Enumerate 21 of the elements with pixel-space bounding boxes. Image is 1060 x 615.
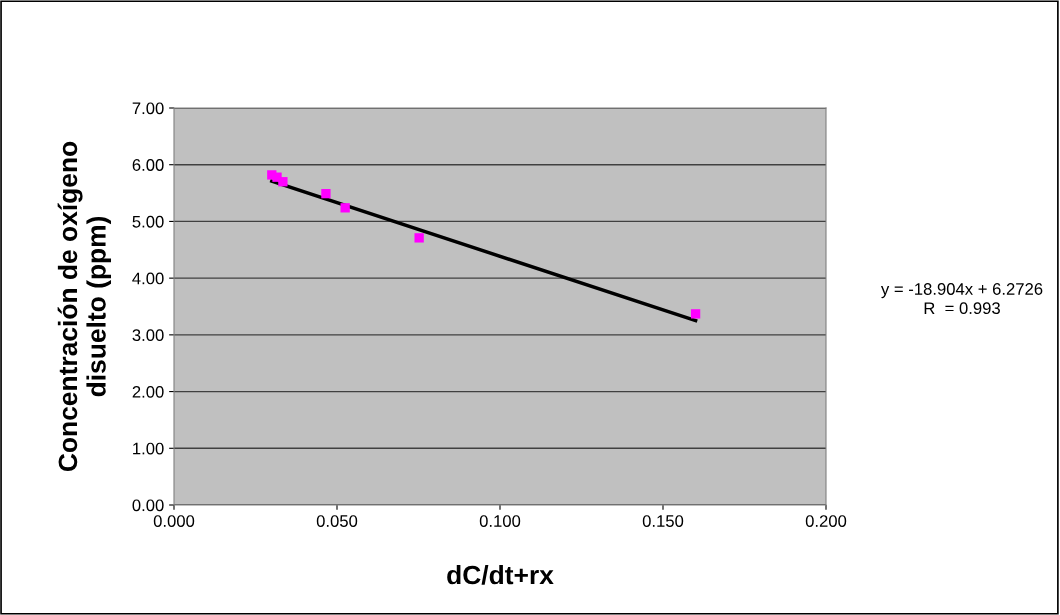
- point: [340, 203, 350, 213]
- x-tick-label: 0.050: [316, 515, 358, 527]
- y-axis-title: Concentración de oxígeno disuelto (ppm): [57, 141, 112, 472]
- y-tick-label: 0.00: [132, 499, 164, 512]
- point: [278, 177, 288, 187]
- y-tick-label: 6.00: [132, 159, 164, 171]
- x-tick-label: 0.100: [479, 515, 521, 527]
- point: [690, 309, 701, 319]
- y-tick-label: 2.00: [132, 385, 164, 398]
- x-tick-label: 0.000: [153, 515, 195, 527]
- x-axis-title: dC/dt+rx: [447, 564, 554, 585]
- point: [414, 233, 424, 243]
- point: [321, 188, 331, 199]
- y-tick-label: 3.00: [132, 329, 164, 342]
- y-tick-label: 7.00: [132, 102, 164, 115]
- text: y = -18.904x + 6.2726 R = 0.993: [880, 283, 1043, 315]
- x-tick-label: 0.150: [642, 515, 684, 527]
- y-tick-label: 5.00: [132, 215, 164, 228]
- x-tick-label: 0.200: [805, 515, 847, 527]
- y-tick-label: 4.00: [132, 272, 164, 285]
- y-tick-label: 1.00: [133, 442, 164, 455]
